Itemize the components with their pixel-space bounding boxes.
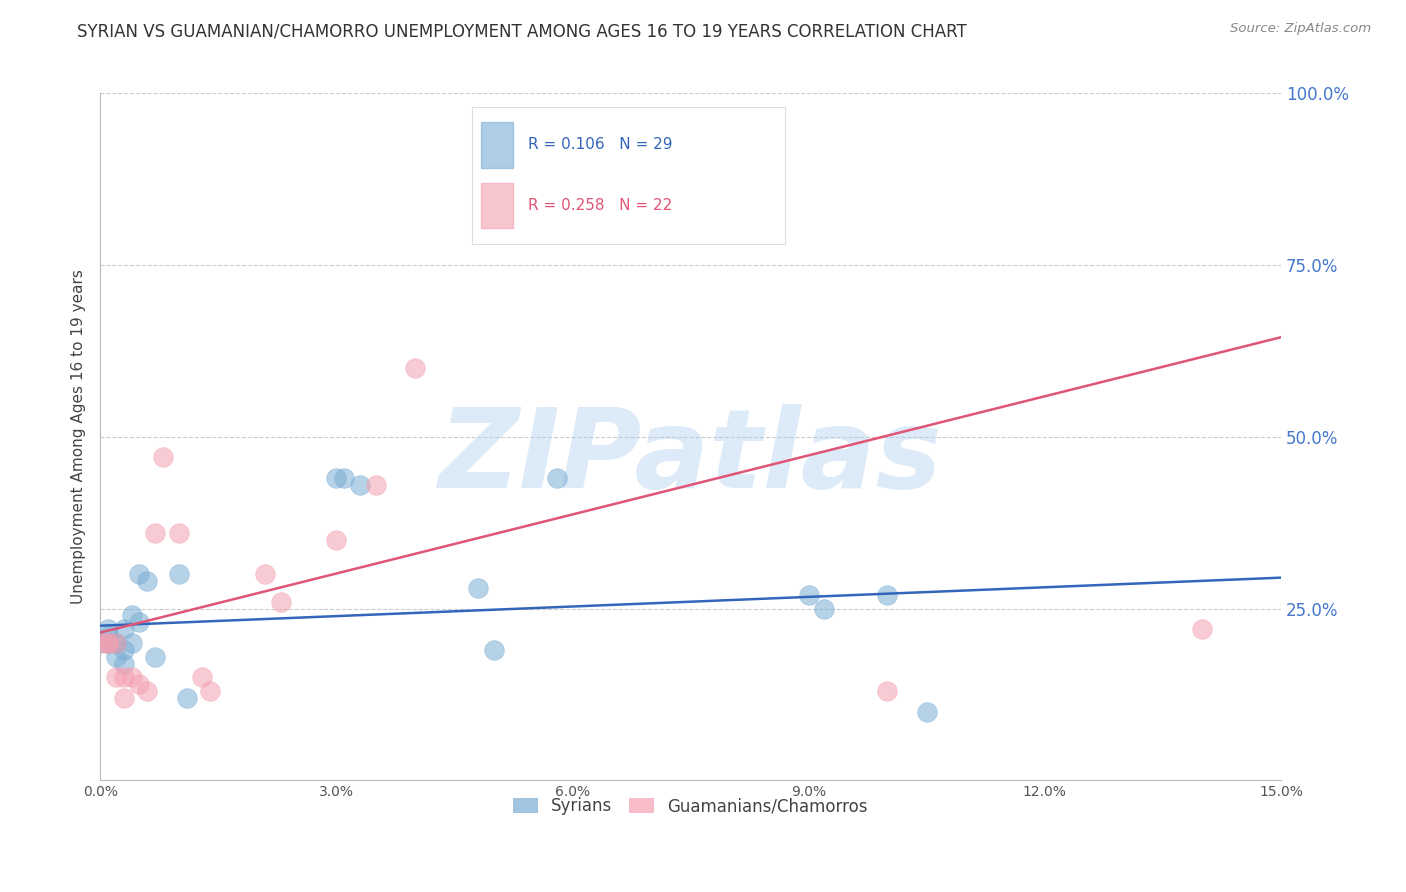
Point (364, 478, 387, 492)
Point (143, 526, 166, 541)
Point (254, 567, 277, 582)
Point (128, 677, 150, 691)
Point (121, 608, 143, 623)
Point (128, 615, 150, 630)
Point (97, 636, 120, 650)
Point (104, 636, 127, 650)
Point (104, 636, 127, 650)
Point (167, 567, 190, 582)
Point (325, 471, 347, 485)
Point (152, 450, 174, 465)
Point (97, 636, 120, 650)
Point (404, 361, 426, 376)
Point (104, 649, 127, 664)
Point (813, 601, 835, 615)
Y-axis label: Unemployment Among Ages 16 to 19 years: Unemployment Among Ages 16 to 19 years (72, 269, 86, 604)
Point (915, 705, 938, 719)
Point (876, 588, 898, 602)
Point (97, 629, 120, 643)
Point (143, 649, 166, 664)
Point (1191, 622, 1213, 636)
Point (270, 595, 292, 609)
Point (112, 622, 135, 636)
Point (200, 684, 222, 698)
Point (136, 684, 159, 698)
Legend: Syrians, Guamanians/Chamorros: Syrians, Guamanians/Chamorros (505, 789, 876, 823)
Point (104, 636, 127, 650)
Point (112, 690, 135, 705)
Point (546, 471, 568, 485)
Point (167, 526, 190, 541)
Point (104, 670, 127, 684)
Point (349, 478, 371, 492)
Point (112, 657, 135, 671)
Point (89, 636, 111, 650)
Point (97, 622, 120, 636)
Point (325, 533, 347, 547)
Point (89, 636, 111, 650)
Point (876, 684, 898, 698)
Point (121, 636, 143, 650)
Text: ZIPatlas: ZIPatlas (439, 404, 942, 511)
Point (333, 471, 356, 485)
Text: SYRIAN VS GUAMANIAN/CHAMORRO UNEMPLOYMENT AMONG AGES 16 TO 19 YEARS CORRELATION : SYRIAN VS GUAMANIAN/CHAMORRO UNEMPLOYMEN… (77, 22, 967, 40)
Point (136, 574, 159, 588)
Point (128, 567, 150, 582)
Point (176, 690, 198, 705)
Point (191, 670, 214, 684)
Point (97, 636, 120, 650)
Point (467, 581, 489, 595)
Text: Source: ZipAtlas.com: Source: ZipAtlas.com (1230, 22, 1371, 36)
Point (482, 642, 505, 657)
Point (797, 588, 820, 602)
Point (112, 642, 135, 657)
Point (121, 670, 143, 684)
Point (112, 670, 135, 684)
Point (97, 636, 120, 650)
